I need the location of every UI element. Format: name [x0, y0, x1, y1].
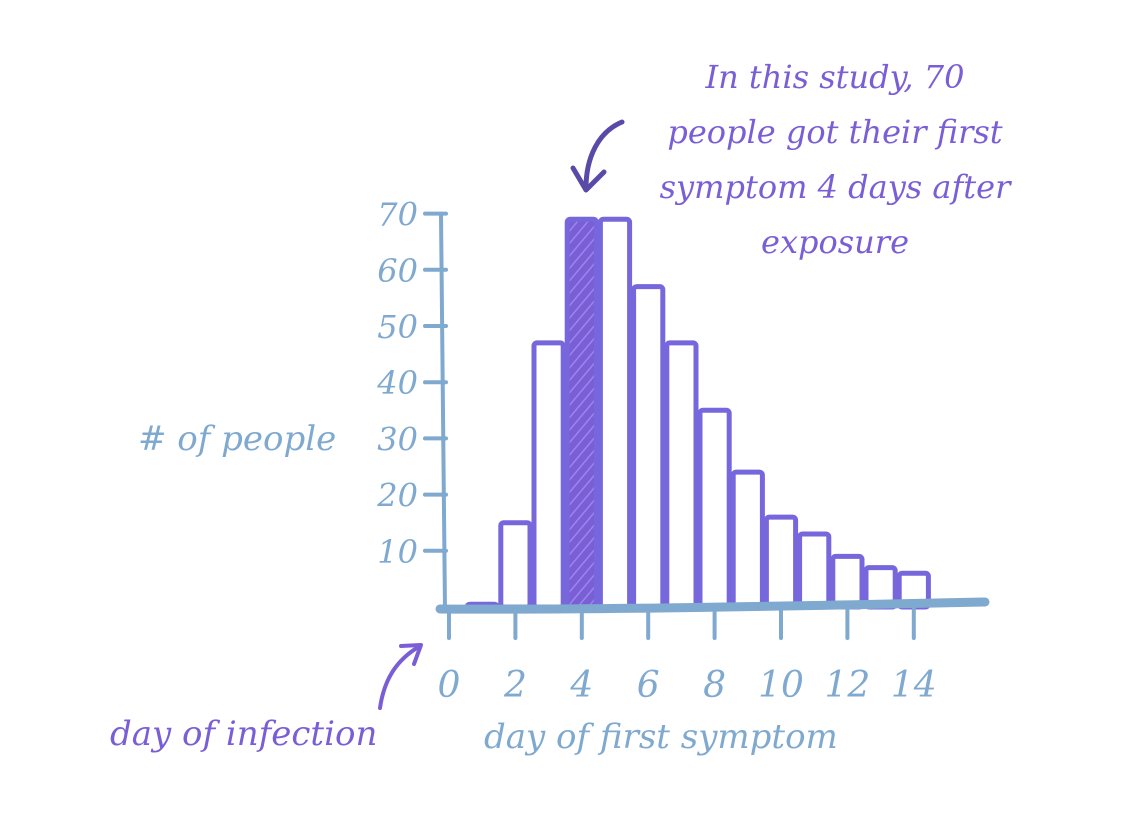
bar-day-12	[830, 553, 865, 610]
highlight-arrow-icon	[570, 119, 625, 193]
y-axis-line	[439, 212, 447, 612]
x-tick-label-8: 8	[703, 665, 726, 706]
bar-day-6	[631, 284, 666, 610]
x-axis-label: day of first symptom	[484, 717, 838, 757]
bar-day-9	[730, 469, 765, 610]
y-tick-label-20: 20	[376, 477, 418, 515]
origin-arrow-icon	[378, 643, 423, 710]
x-tick-label-4: 4	[569, 665, 593, 706]
y-tick-label-10: 10	[377, 533, 418, 571]
bar-day-7	[664, 340, 699, 610]
annotation-line-2: people got their first	[667, 113, 1002, 151]
x-tick-label-0: 0	[438, 665, 461, 706]
annotation-line-4: exposure	[761, 223, 909, 261]
y-tick-label-70: 70	[377, 196, 418, 234]
highlight-annotation: In this study, 70 people got their first…	[660, 58, 1012, 261]
origin-annotation: day of infection	[110, 714, 377, 754]
y-axis-label: # of people	[138, 419, 336, 459]
y-ticks-group: 10 20 30 40 50 60 70	[376, 196, 448, 571]
x-tick-label-10: 10	[758, 665, 804, 706]
x-ticks-group: 0 2 4 6 8 10 12 14	[438, 606, 937, 706]
bar-day-2	[498, 520, 533, 610]
bar-highlighted-day-4	[564, 216, 599, 610]
y-tick-label-50: 50	[377, 308, 418, 346]
x-tick-label-6: 6	[637, 665, 660, 706]
bar-day-11	[797, 531, 832, 610]
bars-group	[465, 216, 931, 610]
y-tick-label-40: 40	[376, 364, 418, 402]
x-tick-label-12: 12	[824, 665, 870, 706]
bar-day-8	[697, 407, 732, 610]
x-tick-label-2: 2	[503, 665, 527, 706]
y-tick-label-30: 30	[377, 420, 418, 458]
x-tick-label-14: 14	[891, 665, 937, 706]
bar-day-3	[531, 340, 566, 610]
bar-day-5	[597, 216, 633, 610]
annotation-line-3: symptom 4 days after	[660, 168, 1012, 206]
y-tick-label-60: 60	[377, 252, 418, 290]
annotation-line-1: In this study, 70	[705, 58, 965, 96]
x-axis-line	[435, 597, 990, 614]
bar-day-10	[763, 514, 799, 610]
